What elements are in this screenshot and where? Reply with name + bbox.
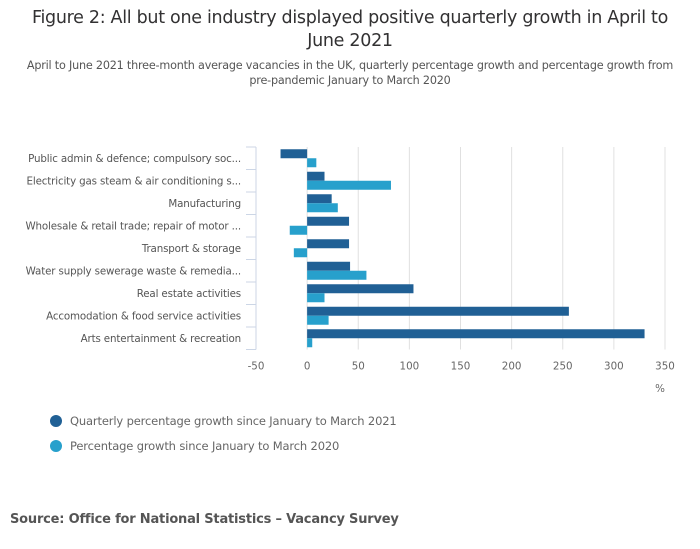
bar[interactable] <box>280 149 308 159</box>
bar[interactable] <box>293 248 308 258</box>
bar[interactable] <box>307 239 350 249</box>
bar[interactable] <box>307 306 569 316</box>
bar[interactable] <box>307 216 350 226</box>
category-label: Accomodation & food service activities <box>46 310 241 322</box>
bar[interactable] <box>307 171 325 181</box>
bar[interactable] <box>307 338 313 348</box>
category-label: Electricity gas steam & air conditioning… <box>27 175 241 187</box>
bar[interactable] <box>307 315 329 325</box>
bar[interactable] <box>307 329 645 339</box>
category-label: Wholesale & retail trade; repair of moto… <box>25 220 241 232</box>
x-tick-labels: -50 0 50 100 150 200 250 300 350 <box>248 361 675 373</box>
legend-label: Quarterly percentage growth since Januar… <box>70 413 397 428</box>
x-tick-label: 150 <box>451 361 471 373</box>
x-tick-label: -50 <box>248 361 265 373</box>
chart-subtitle: April to June 2021 three-month average v… <box>26 59 674 87</box>
category-label: Arts entertainment & recreation <box>81 333 241 345</box>
category-label: Transport & storage <box>141 243 241 255</box>
category-label: Public admin & defence; compulsory soc..… <box>28 153 241 165</box>
category-label: Real estate activities <box>137 288 241 300</box>
x-tick-label: 0 <box>304 361 311 373</box>
source-note: Source: Office for National Statistics –… <box>10 512 399 527</box>
bar[interactable] <box>307 158 317 168</box>
bar[interactable] <box>307 293 325 303</box>
category-label: Manufacturing <box>168 198 241 210</box>
bar[interactable] <box>307 203 338 213</box>
x-tick-label: 100 <box>400 361 420 373</box>
bars <box>280 149 645 348</box>
bar[interactable] <box>307 284 414 294</box>
legend-item[interactable]: Percentage growth since January to March… <box>50 433 397 458</box>
category-label: Water supply sewerage waste & remedia... <box>26 265 241 277</box>
bar[interactable] <box>289 225 308 235</box>
legend: Quarterly percentage growth since Januar… <box>50 408 397 458</box>
category-labels: Public admin & defence; compulsory soc..… <box>25 153 241 345</box>
category-axis <box>246 146 257 350</box>
chart-title: Figure 2: All but one industry displayed… <box>31 8 669 51</box>
legend-label: Percentage growth since January to March… <box>70 438 340 453</box>
x-tick-label: 250 <box>553 361 573 373</box>
bar[interactable] <box>307 194 332 204</box>
legend-marker <box>50 414 62 427</box>
x-tick-label: 200 <box>502 361 522 373</box>
legend-marker <box>50 439 62 452</box>
x-tick-label: 50 <box>352 361 365 373</box>
x-tick-label: 350 <box>655 361 675 373</box>
x-axis-label: % <box>655 383 665 395</box>
bar-chart: Public admin & defence; compulsory soc..… <box>25 146 675 395</box>
legend-item[interactable]: Quarterly percentage growth since Januar… <box>50 408 397 433</box>
bar[interactable] <box>307 261 351 271</box>
bar[interactable] <box>307 180 391 190</box>
bar[interactable] <box>307 270 367 280</box>
gridlines <box>306 147 666 350</box>
x-tick-label: 300 <box>604 361 624 373</box>
